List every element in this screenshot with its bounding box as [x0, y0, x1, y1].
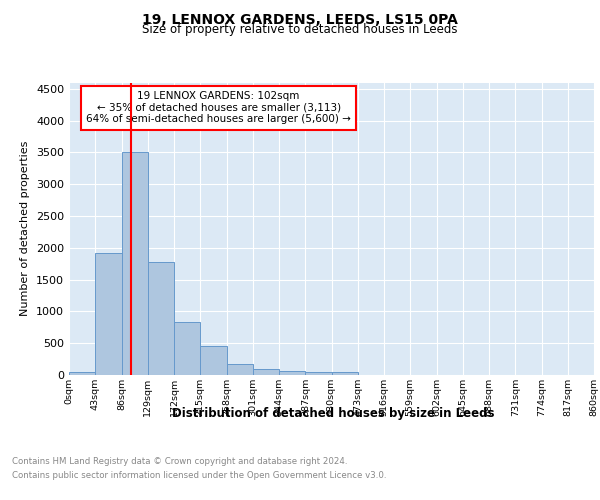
- Bar: [331, 372, 358, 375]
- Text: Distribution of detached houses by size in Leeds: Distribution of detached houses by size …: [172, 408, 494, 420]
- Bar: [253, 368, 279, 375]
- Bar: [174, 322, 200, 375]
- Text: Contains HM Land Registry data © Crown copyright and database right 2024.: Contains HM Land Registry data © Crown c…: [12, 458, 347, 466]
- Bar: [305, 372, 331, 375]
- Bar: [69, 372, 95, 375]
- Bar: [227, 364, 253, 375]
- Text: 19, LENNOX GARDENS, LEEDS, LS15 0PA: 19, LENNOX GARDENS, LEEDS, LS15 0PA: [142, 12, 458, 26]
- Text: Size of property relative to detached houses in Leeds: Size of property relative to detached ho…: [142, 22, 458, 36]
- Bar: [200, 346, 227, 375]
- Y-axis label: Number of detached properties: Number of detached properties: [20, 141, 31, 316]
- Bar: [279, 371, 305, 375]
- Text: 19 LENNOX GARDENS: 102sqm
← 35% of detached houses are smaller (3,113)
64% of se: 19 LENNOX GARDENS: 102sqm ← 35% of detac…: [86, 92, 351, 124]
- Bar: [95, 253, 121, 375]
- Bar: [121, 152, 148, 375]
- Bar: [148, 262, 174, 375]
- Text: Contains public sector information licensed under the Open Government Licence v3: Contains public sector information licen…: [12, 471, 386, 480]
